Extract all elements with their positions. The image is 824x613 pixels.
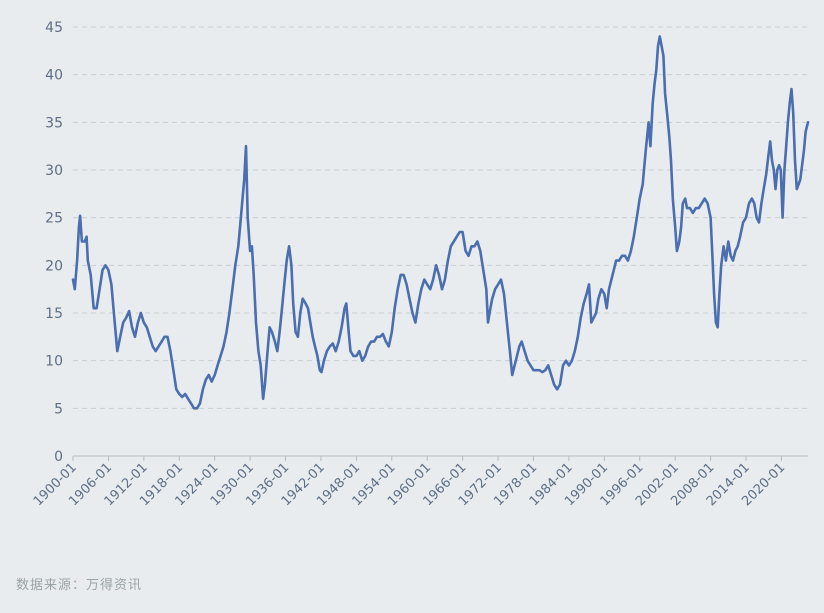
y-tick-label: 30	[45, 163, 63, 179]
series-layer	[71, 35, 810, 410]
y-tick-label: 15	[45, 306, 63, 322]
y-tick-label: 20	[45, 258, 63, 274]
grid-lines	[73, 26, 808, 409]
y-tick-label: 35	[45, 115, 63, 131]
y-tick-label: 40	[45, 68, 63, 84]
y-tick-label: 0	[54, 449, 63, 465]
y-tick-label: 5	[54, 401, 63, 417]
data-source-note: 数据来源：万得资讯	[16, 578, 143, 593]
y-tick-label: 10	[45, 354, 63, 370]
series-line	[71, 35, 810, 410]
y-tick-label: 45	[45, 20, 63, 36]
line-chart: 0 5 10 15 20 25 30 35 40 45 1900-011906-011912-01…	[31, 20, 810, 509]
y-tick-label: 25	[45, 211, 63, 227]
chart-area: 0 5 10 15 20 25 30 35 40 45 1900-01 1906-01 1912-01…	[31, 20, 810, 509]
x-axis-ticks: 1900-011906-011912-011918-011924-011930-…	[31, 456, 788, 509]
y-axis-ticks: 0 5 10 15 20 25 30 35 40 45	[45, 20, 63, 465]
